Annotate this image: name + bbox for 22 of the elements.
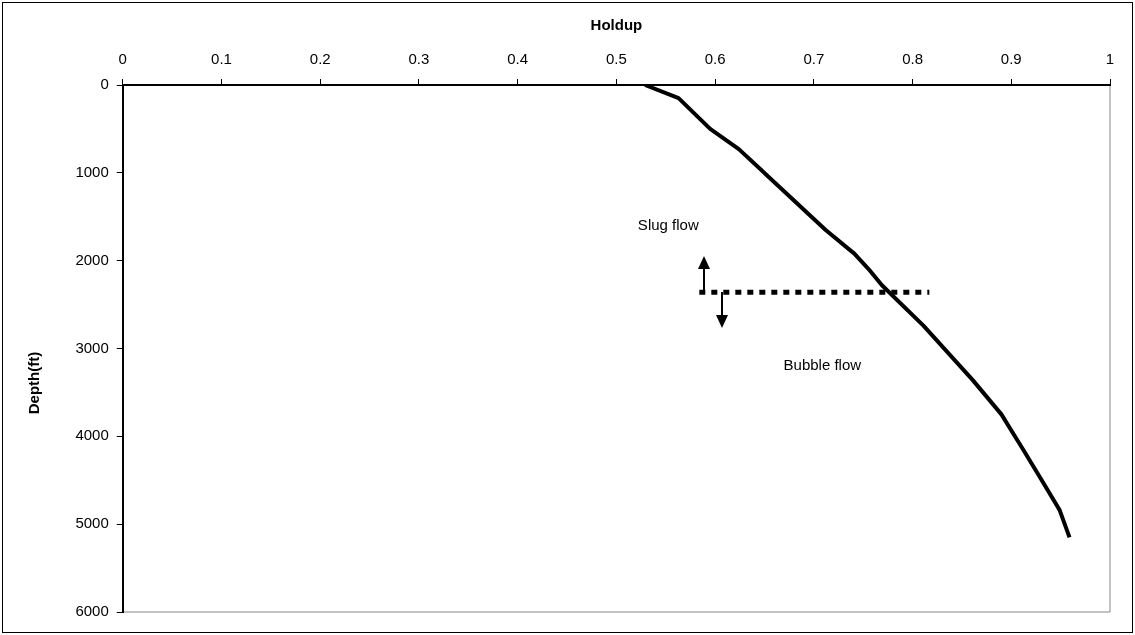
x-tick-label: 0.8 bbox=[902, 50, 923, 68]
x-tick-label: 0.3 bbox=[408, 50, 430, 68]
annotation: Bubble flow bbox=[783, 356, 862, 374]
x-tick-label: 0.1 bbox=[211, 50, 232, 68]
x-tick-label: 0.2 bbox=[309, 50, 331, 68]
y-tick-label: 4000 bbox=[75, 426, 109, 444]
y-tick-label: 1000 bbox=[75, 162, 109, 180]
y-tick-label: 0 bbox=[100, 75, 109, 93]
y-tick-label: 6000 bbox=[75, 602, 109, 620]
x-tick-label: 0.5 bbox=[605, 50, 627, 68]
y-axis-title: Depth(ft) bbox=[24, 351, 42, 415]
annotation: Slug flow bbox=[637, 216, 699, 234]
x-axis-title: Holdup bbox=[590, 16, 643, 34]
y-tick-label: 5000 bbox=[75, 514, 109, 532]
x-tick-label: 0 bbox=[118, 50, 127, 68]
x-tick-label: 0.7 bbox=[803, 50, 825, 68]
x-tick-label: 1 bbox=[1105, 50, 1115, 68]
x-tick-label: 0.6 bbox=[704, 50, 726, 68]
x-tick-label: 0.4 bbox=[507, 50, 529, 68]
x-tick-label: 0.9 bbox=[1000, 50, 1022, 68]
y-tick-label: 2000 bbox=[75, 250, 109, 268]
y-tick-label: 3000 bbox=[75, 338, 109, 356]
